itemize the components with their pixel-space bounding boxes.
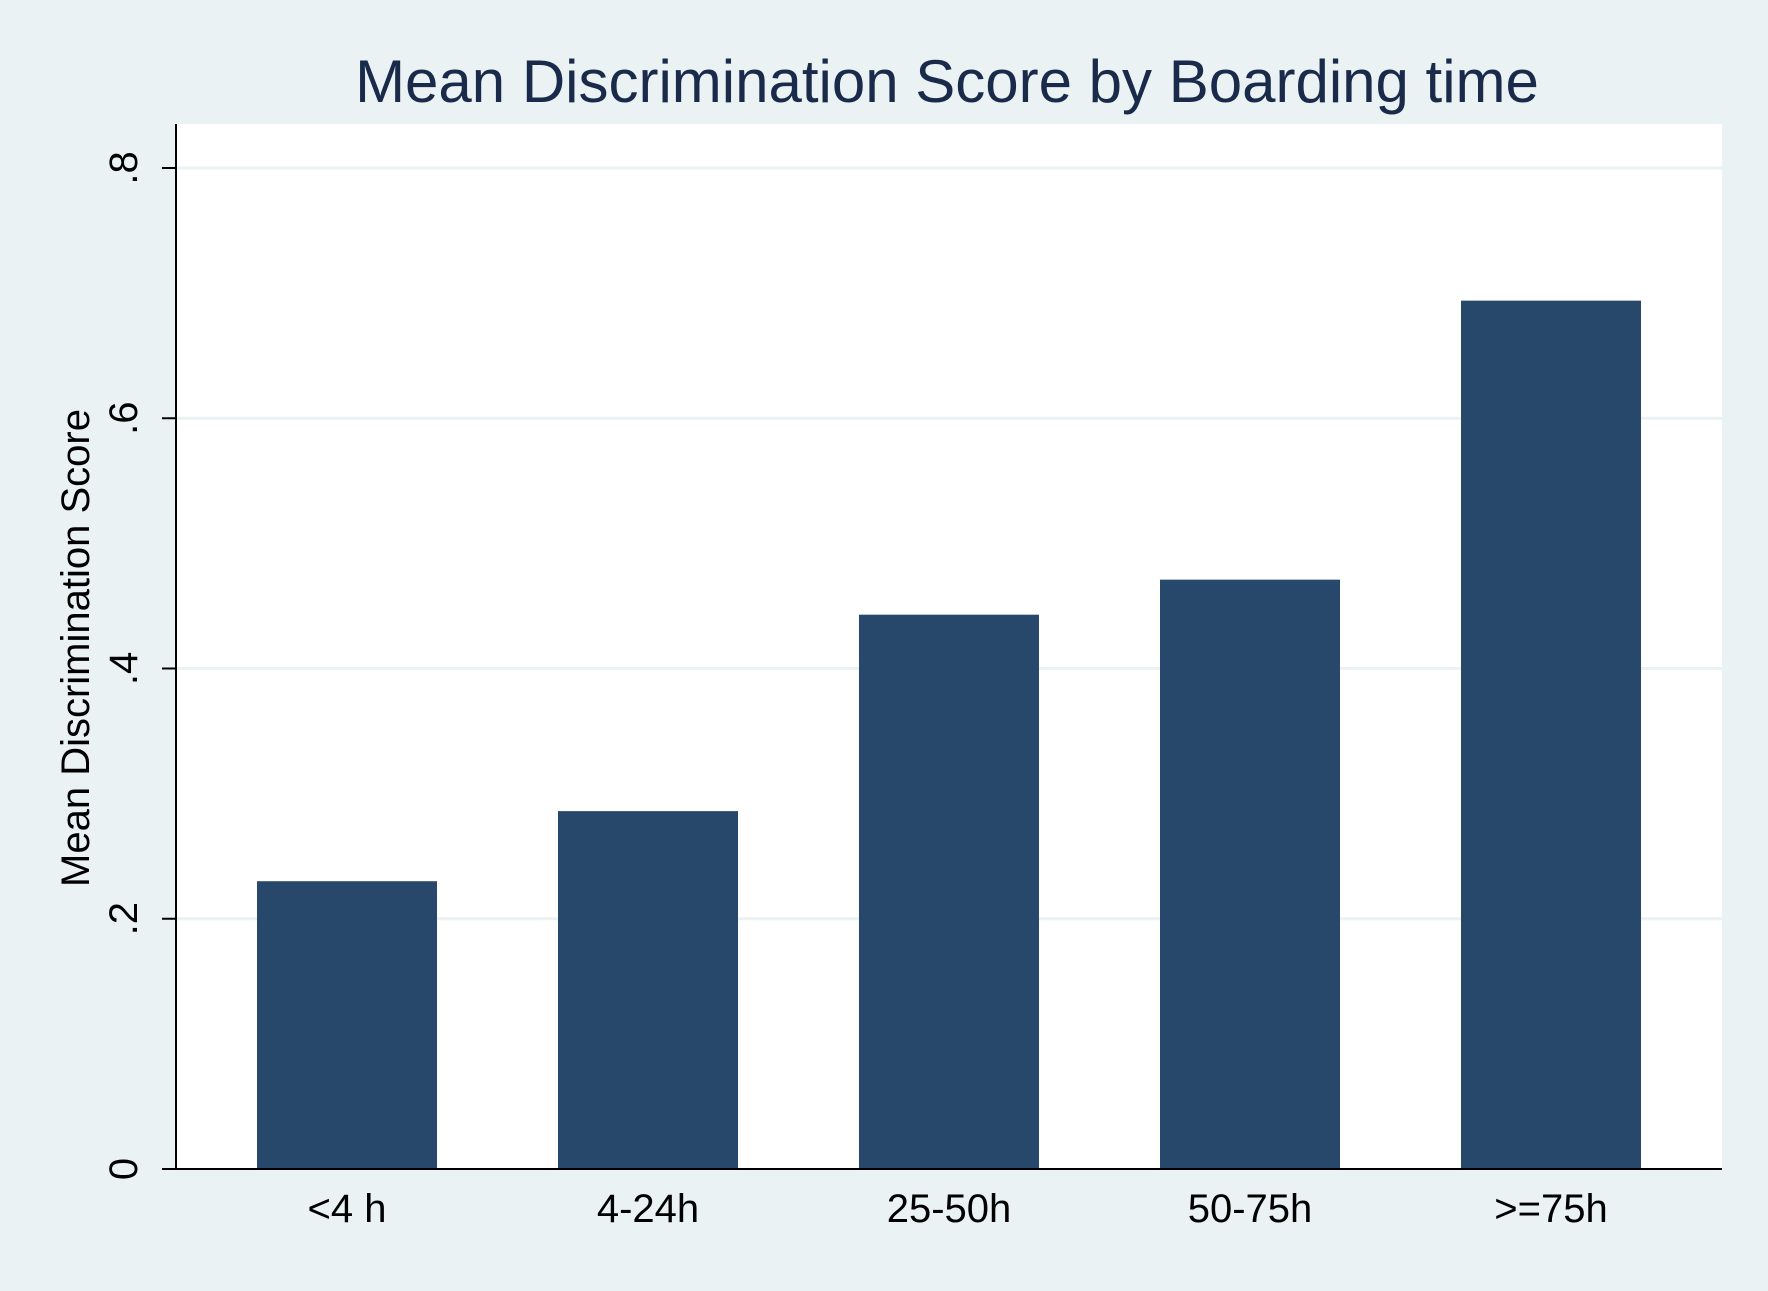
chart-title: Mean Discrimination Score by Boarding ti… bbox=[355, 48, 1539, 115]
y-tick-label: .8 bbox=[102, 151, 146, 184]
y-tick-label: 0 bbox=[102, 1158, 146, 1180]
x-tick-label: 4-24h bbox=[597, 1187, 699, 1231]
x-tick-label: <4 h bbox=[308, 1187, 387, 1231]
x-tick-label: 25-50h bbox=[887, 1187, 1012, 1231]
bar bbox=[558, 811, 738, 1169]
axes: <4 h 4-24h 25-50h 50-75h >=75h 0 .2 .4 .6 .8 bbox=[102, 124, 1722, 1231]
bar bbox=[859, 614, 1039, 1169]
y-tick-label: .6 bbox=[102, 402, 146, 435]
bar bbox=[257, 881, 437, 1169]
y-tick-label: .2 bbox=[102, 902, 146, 935]
y-axis-label: Mean Discrimination Score bbox=[54, 409, 98, 887]
bar bbox=[1461, 300, 1641, 1169]
bars bbox=[257, 300, 1641, 1169]
x-tick-label: 50-75h bbox=[1188, 1187, 1313, 1231]
x-tick-label: >=75h bbox=[1494, 1187, 1607, 1231]
y-tick-label: .4 bbox=[102, 652, 146, 685]
bar bbox=[1160, 579, 1340, 1169]
